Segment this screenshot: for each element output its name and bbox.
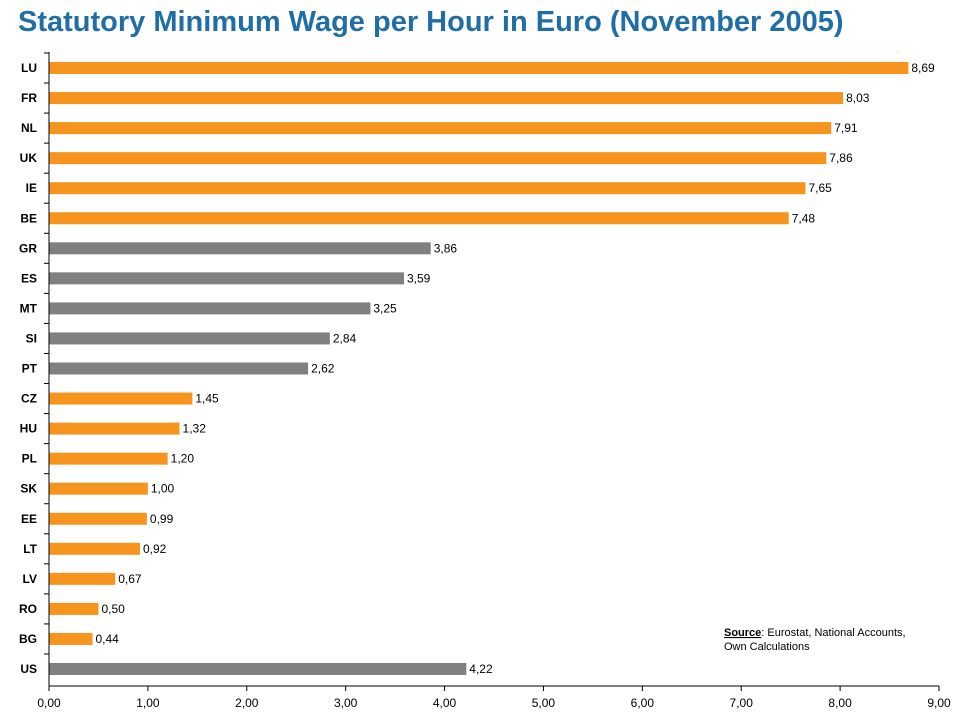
bar <box>49 302 371 315</box>
data-label: 7,86 <box>829 151 853 165</box>
data-label: 0,99 <box>150 512 174 526</box>
x-tick-label: 2,00 <box>235 696 259 710</box>
category-label: MT <box>20 301 38 315</box>
data-label: 3,25 <box>373 301 397 315</box>
category-label: US <box>20 662 37 676</box>
data-label: 0,92 <box>143 542 167 556</box>
bar <box>49 92 844 105</box>
bar <box>49 572 116 585</box>
category-label: NL <box>21 121 37 135</box>
bar <box>49 392 193 405</box>
source-note: Source: Eurostat, National Accounts, Own… <box>724 627 906 653</box>
bar <box>49 242 431 255</box>
x-tick-label: 0,00 <box>37 696 61 710</box>
category-label: ES <box>21 271 37 285</box>
bar <box>49 512 147 525</box>
data-label: 2,84 <box>333 331 357 345</box>
bar <box>49 332 330 345</box>
x-tick-label: 7,00 <box>730 696 754 710</box>
source-line-2: Own Calculations <box>724 641 810 653</box>
data-label: 1,45 <box>195 392 219 406</box>
category-label: FR <box>21 91 37 105</box>
data-label: 4,22 <box>469 662 493 676</box>
category-label: UK <box>20 151 38 165</box>
source-line-1: Source: Eurostat, National Accounts, <box>724 627 906 639</box>
x-tick-label: 8,00 <box>828 696 852 710</box>
bar <box>49 422 180 435</box>
category-label: LU <box>21 61 37 75</box>
x-tick-label: 6,00 <box>631 696 655 710</box>
data-label: 0,44 <box>96 632 120 646</box>
data-label: 8,69 <box>911 61 935 75</box>
bar <box>49 152 827 165</box>
data-label: 8,03 <box>846 91 870 105</box>
bar <box>49 362 309 375</box>
data-label: 3,59 <box>407 271 431 285</box>
x-tick-label: 9,00 <box>927 696 951 710</box>
bar <box>49 632 93 645</box>
category-label: RO <box>19 602 37 616</box>
chart-title: Statutory Minimum Wage per Hour in Euro … <box>18 6 844 38</box>
category-label: HU <box>20 422 37 436</box>
category-label: EE <box>21 512 37 526</box>
category-label: SI <box>26 331 37 345</box>
data-label: 1,20 <box>171 452 195 466</box>
data-label: 2,62 <box>311 362 335 376</box>
data-label: 0,67 <box>118 572 142 586</box>
category-label: PL <box>22 452 37 466</box>
bar <box>49 542 140 555</box>
bar <box>49 272 405 285</box>
data-label: 0,50 <box>101 602 125 616</box>
bar <box>49 482 148 495</box>
bar <box>49 62 909 74</box>
bars-layer: LU 8,69 FR 8,03 NL 7,91 UK 7,86 IE 7,65 BE 7,48 GR 3,… <box>19 52 935 676</box>
x-tick-label: 4,00 <box>433 696 457 710</box>
category-label: BE <box>20 211 37 225</box>
data-label: 7,91 <box>834 121 858 135</box>
bar <box>49 602 99 615</box>
category-label: LT <box>23 542 37 556</box>
bar <box>49 452 168 465</box>
category-label: GR <box>19 241 37 255</box>
bar <box>49 182 806 195</box>
data-label: 7,48 <box>792 211 816 225</box>
category-label: BG <box>19 632 37 646</box>
x-axis: 0,00 1,00 2,00 3,00 4,00 5,00 6,00 7,00 8,00 9,00 <box>37 52 951 710</box>
bar <box>49 663 467 675</box>
data-label: 1,32 <box>183 422 207 436</box>
bar <box>49 122 832 135</box>
data-label: 3,86 <box>434 241 458 255</box>
x-tick-label: 5,00 <box>532 696 556 710</box>
category-label: SK <box>20 482 37 496</box>
bar <box>49 212 789 225</box>
category-label: IE <box>26 181 37 195</box>
data-label: 7,65 <box>809 181 833 195</box>
category-label: PT <box>22 362 38 376</box>
x-tick-label: 1,00 <box>136 696 160 710</box>
x-tick-label: 3,00 <box>334 696 358 710</box>
source-text-line-1: : Eurostat, National Accounts, <box>761 627 905 639</box>
source-label: Source <box>724 627 761 639</box>
data-label: 1,00 <box>151 482 175 496</box>
category-label: LV <box>23 572 37 586</box>
category-label: CZ <box>21 392 37 406</box>
